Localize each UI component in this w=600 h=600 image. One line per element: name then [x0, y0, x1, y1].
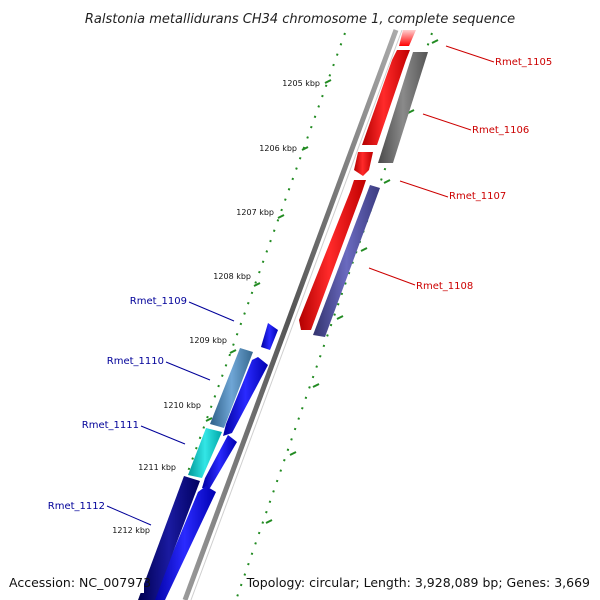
gene-rmet-1111[interactable]	[188, 428, 222, 478]
gene-rmet-1106-red[interactable]	[362, 50, 410, 145]
gene-label-rmet-1108[interactable]: Rmet_1108	[416, 281, 473, 292]
leader-line	[140, 425, 186, 445]
gene-rmet-1111-blue[interactable]	[202, 435, 237, 488]
gene-rmet-1109[interactable]	[223, 357, 268, 436]
gene-rmet-1112-blue[interactable]	[153, 486, 216, 600]
gene-label-rmet-1107[interactable]: Rmet_1107	[449, 191, 506, 202]
gene-blue-small[interactable]	[261, 323, 278, 350]
tick-label: 1206 kbp	[259, 144, 297, 153]
gene-label-rmet-1110[interactable]: Rmet_1110	[107, 356, 164, 367]
leader-line	[422, 113, 472, 131]
leader-line	[445, 45, 495, 63]
tick-label: 1207 kbp	[236, 208, 274, 217]
leader-line	[399, 180, 449, 198]
tick-label: 1209 kbp	[189, 336, 227, 345]
map-title: Ralstonia metallidurans CH34 chromosome …	[85, 12, 515, 27]
gene-rmet-1106[interactable]	[378, 52, 428, 163]
leader-line	[106, 505, 152, 526]
gene-rmet-1112[interactable]	[138, 476, 200, 600]
gene-label-rmet-1111[interactable]: Rmet_1111	[82, 420, 139, 431]
inner-tick-track	[141, 32, 346, 600]
tick-label: 1205 kbp	[282, 79, 320, 88]
leader-line	[368, 267, 416, 286]
tick-label: 1210 kbp	[163, 401, 201, 410]
gene-label-rmet-1106[interactable]: Rmet_1106	[472, 125, 529, 136]
gene-rmet-1107-small[interactable]	[354, 152, 373, 176]
gene-rmet-1108[interactable]	[313, 185, 380, 337]
accession-text: Accession: NC_007973	[9, 575, 151, 590]
gene-rmet-1107[interactable]	[299, 180, 366, 330]
topology-text: Topology: circular; Length: 3,928,089 bp…	[246, 575, 590, 590]
gene-rmet-1105[interactable]	[399, 30, 416, 46]
outer-ticks	[265, 39, 439, 524]
gene-rmet-1110[interactable]	[210, 348, 253, 428]
gene-label-rmet-1105[interactable]: Rmet_1105	[495, 57, 552, 68]
tick-label: 1212 kbp	[112, 526, 150, 535]
tick-label: 1211 kbp	[138, 463, 176, 472]
tick-label: 1208 kbp	[213, 272, 251, 281]
chromosome-backbone	[182, 29, 399, 600]
leader-line	[188, 301, 235, 322]
gene-label-rmet-1112[interactable]: Rmet_1112	[48, 501, 105, 512]
leader-line	[165, 361, 211, 381]
gene-label-rmet-1109[interactable]: Rmet_1109	[130, 296, 187, 307]
